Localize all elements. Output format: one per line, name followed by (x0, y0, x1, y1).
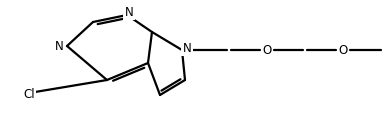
Text: O: O (262, 44, 271, 57)
Text: N: N (125, 6, 133, 18)
Text: N: N (55, 39, 63, 53)
Text: Cl: Cl (23, 87, 35, 101)
Text: N: N (183, 42, 191, 54)
Text: O: O (339, 44, 347, 57)
